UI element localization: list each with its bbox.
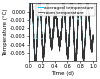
room temperature [92, 36, 94, 37]
averaged temperature [91, 45, 92, 46]
room temperature [84, 46, 86, 47]
room temperature [53, 28, 54, 29]
room temperature [36, 61, 37, 62]
averaged temperature [28, 38, 29, 39]
averaged temperature [84, 41, 86, 42]
room temperature [28, 39, 29, 40]
room temperature [91, 46, 92, 47]
X-axis label: Time (d): Time (d) [51, 71, 74, 76]
averaged temperature [39, 2, 41, 3]
averaged temperature [75, 60, 76, 61]
averaged temperature [36, 54, 37, 55]
averaged temperature [56, 17, 57, 18]
averaged temperature [53, 28, 54, 29]
room temperature [56, 12, 57, 13]
Y-axis label: Temperature (°C): Temperature (°C) [4, 8, 8, 56]
room temperature [75, 66, 76, 67]
Line: room temperature: room temperature [29, 0, 93, 67]
Legend: averaged temperature, room temperature: averaged temperature, room temperature [36, 4, 96, 16]
Line: averaged temperature: averaged temperature [29, 0, 93, 60]
averaged temperature [92, 36, 94, 37]
room temperature [39, 2, 41, 3]
